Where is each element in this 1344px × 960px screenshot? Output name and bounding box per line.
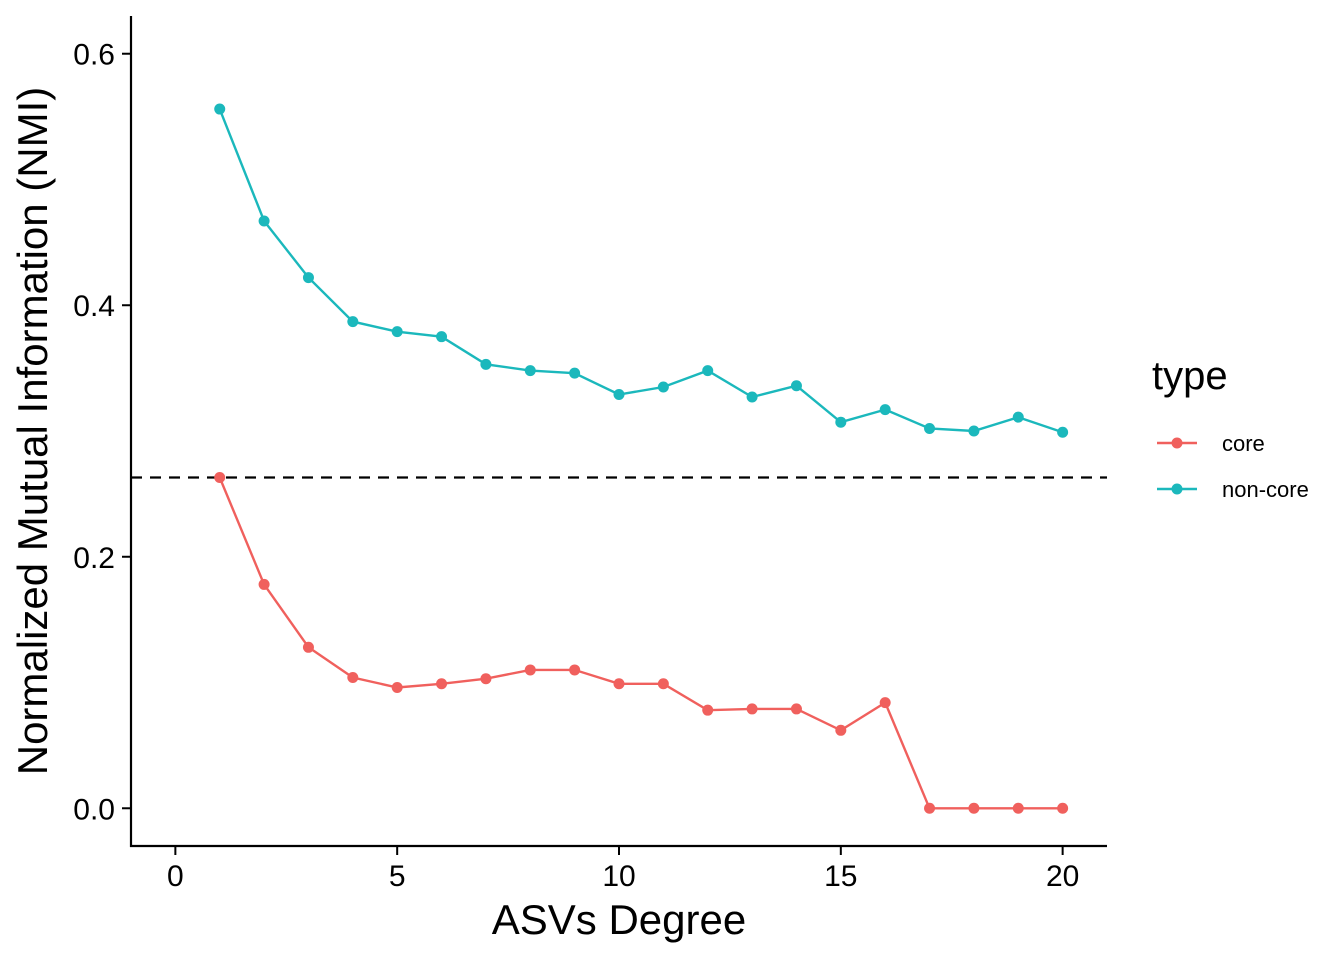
series-group	[214, 103, 1069, 814]
legend-key-point	[1171, 437, 1183, 449]
data-point-core	[1057, 802, 1069, 814]
legend: type core non-core	[1152, 354, 1309, 502]
data-point-core	[436, 678, 448, 690]
data-point-core	[702, 704, 714, 716]
x-axis-ticks: 0 5 10 15 20	[167, 846, 1079, 893]
data-point-core	[480, 673, 492, 685]
series-core	[214, 472, 1069, 814]
data-point-non-core	[391, 326, 403, 338]
x-tick-label: 10	[602, 860, 635, 893]
data-point-core	[657, 678, 669, 690]
y-tick-label: 0.4	[73, 290, 115, 323]
data-point-core	[835, 724, 847, 736]
data-point-core	[524, 664, 536, 676]
legend-label: non-core	[1222, 477, 1309, 502]
x-tick-label: 5	[389, 860, 406, 893]
legend-label: core	[1222, 431, 1265, 456]
data-point-non-core	[1057, 426, 1069, 438]
legend-item-core: core	[1157, 431, 1265, 456]
x-axis-title: ASVs Degree	[492, 896, 746, 943]
data-point-non-core	[746, 391, 758, 403]
y-tick-label: 0.6	[73, 39, 115, 72]
y-tick-label: 0.2	[73, 542, 115, 575]
data-point-non-core	[702, 365, 714, 377]
data-point-non-core	[968, 425, 980, 437]
x-tick-label: 15	[824, 860, 857, 893]
legend-items: core non-core	[1157, 431, 1309, 502]
data-point-core	[302, 641, 314, 653]
series-non-core	[214, 103, 1069, 438]
data-point-non-core	[924, 422, 936, 434]
x-tick-label: 0	[167, 860, 184, 893]
data-point-core	[968, 802, 980, 814]
data-point-core	[258, 578, 270, 590]
x-tick-label: 20	[1046, 860, 1079, 893]
y-tick-label: 0.0	[73, 793, 115, 826]
legend-key-point	[1171, 483, 1183, 495]
data-point-core	[924, 802, 936, 814]
data-point-non-core	[613, 389, 625, 401]
data-point-non-core	[657, 381, 669, 393]
series-line-non-core	[218, 108, 1063, 434]
data-point-non-core	[524, 365, 536, 377]
data-point-core	[790, 703, 802, 715]
data-point-core	[746, 703, 758, 715]
legend-title: type	[1152, 354, 1228, 398]
data-point-non-core	[835, 416, 847, 428]
y-axis-title: Normalized Mutual Information (NMI)	[9, 87, 56, 776]
series-line-core	[218, 477, 1063, 810]
data-point-core	[214, 472, 226, 484]
legend-item-non-core: non-core	[1157, 477, 1309, 502]
data-point-non-core	[790, 380, 802, 392]
data-point-non-core	[480, 358, 492, 370]
data-point-non-core	[879, 404, 891, 416]
plot-area: 0 5 10 15 20 0.0 0.2 0.4 0.6	[73, 16, 1107, 893]
data-point-non-core	[302, 272, 314, 284]
data-point-core	[569, 664, 581, 676]
y-axis-ticks: 0.0 0.2 0.4 0.6	[73, 39, 131, 826]
data-point-non-core	[258, 215, 270, 227]
data-point-non-core	[214, 103, 226, 115]
data-point-core	[879, 697, 891, 709]
data-point-core	[613, 678, 625, 690]
data-point-core	[1012, 802, 1024, 814]
data-point-core	[347, 671, 359, 683]
data-point-non-core	[436, 331, 448, 343]
data-point-non-core	[569, 367, 581, 379]
data-point-non-core	[1012, 411, 1024, 423]
data-point-non-core	[347, 316, 359, 328]
data-point-core	[391, 682, 403, 694]
